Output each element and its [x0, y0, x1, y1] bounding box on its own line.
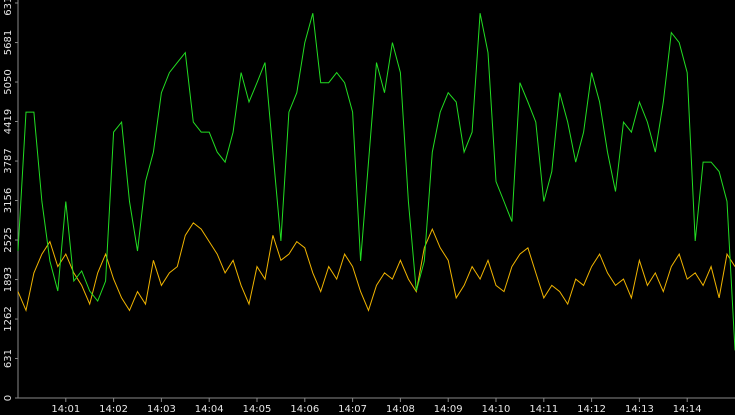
- x-tick-label: 14:01: [51, 404, 80, 415]
- x-tick-label: 14:10: [482, 404, 511, 415]
- y-tick-label: 3156: [3, 188, 14, 213]
- y-tick-label: 5681: [3, 30, 14, 55]
- y-tick-label: 1893: [3, 267, 14, 292]
- x-tick-label: 14:06: [290, 404, 319, 415]
- x-tick-label: 14:12: [577, 404, 606, 415]
- x-tick-label: 14:11: [529, 404, 558, 415]
- y-tick-label: 6313: [3, 0, 14, 16]
- series-line: [17, 222, 735, 313]
- x-tick-label: 14:13: [625, 404, 654, 415]
- y-tick-label: 4419: [3, 109, 14, 134]
- x-tick-label: 14:05: [243, 404, 272, 415]
- y-tick-label: 5050: [3, 69, 14, 94]
- y-tick-label: 2525: [3, 227, 14, 252]
- y-tick-label: 1262: [3, 306, 14, 331]
- x-tick-label: 14:07: [338, 404, 367, 415]
- series-line: [17, 13, 735, 351]
- x-tick-label: 14:14: [673, 404, 702, 415]
- x-tick-label: 14:02: [99, 404, 128, 415]
- x-tick-label: 14:03: [147, 404, 176, 415]
- y-tick-label: 3787: [3, 148, 14, 173]
- y-tick-label: 0: [3, 395, 14, 401]
- y-tick-label: 631: [3, 349, 14, 368]
- x-tick-label: 14:08: [386, 404, 415, 415]
- x-tick-label: 14:09: [434, 404, 463, 415]
- x-tick-label: 14:04: [195, 404, 224, 415]
